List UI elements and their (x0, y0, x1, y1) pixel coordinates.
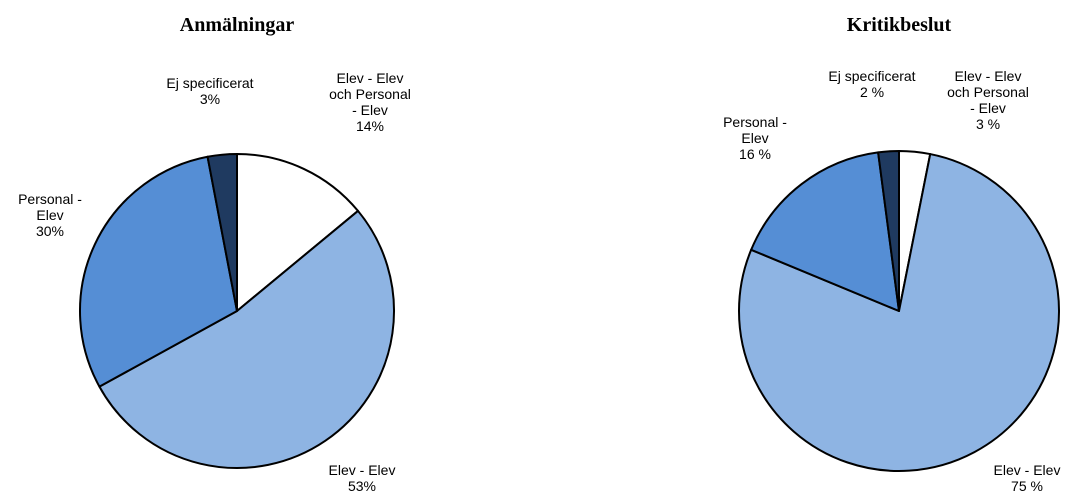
category-label: Ej specificerat (828, 68, 916, 84)
slice-label: Elev - Elev och Personal - Elev 3 % (943, 68, 1033, 132)
category-label: Personal - Elev (18, 191, 82, 223)
slice-label: Elev - Elev 75 % (982, 462, 1072, 494)
slice-label: Ej specificerat 3% (165, 75, 255, 107)
value-label: 2 % (859, 84, 885, 100)
value-label: 3% (199, 91, 221, 107)
pie-slice (236, 153, 359, 312)
slice-label: Ej specificerat 2 % (827, 68, 917, 100)
value-label: 53% (347, 478, 377, 494)
category-label: Elev - Elev (993, 462, 1061, 478)
pie-slice (877, 150, 900, 312)
category-label: Elev - Elev och Personal - Elev (329, 70, 411, 118)
slice-label: Elev - Elev och Personal - Elev 14% (325, 70, 415, 134)
category-label: Elev - Elev och Personal - Elev (947, 68, 1029, 116)
value-label: 75 % (1011, 478, 1043, 494)
value-label: 3 % (975, 116, 1001, 132)
value-label: 16 % (739, 146, 771, 162)
chart-title: Kritikbeslut (846, 14, 952, 36)
slice-label: Personal - Elev 30% (5, 191, 95, 239)
pie-slice (738, 153, 1060, 472)
chart-title: Anmälningar (179, 14, 295, 36)
category-label: Elev - Elev (328, 462, 396, 478)
slice-label: Personal - Elev 16 % (710, 114, 800, 162)
pie-slice (206, 153, 238, 312)
category-label: Ej specificerat (166, 75, 254, 91)
slice-label: Elev - Elev 53% (317, 462, 407, 494)
pie-slice (750, 151, 900, 312)
value-label: 14% (355, 118, 385, 134)
category-label: Personal - Elev (723, 114, 787, 146)
value-label: 30% (35, 223, 65, 239)
pie-slice (79, 155, 238, 388)
pie-slice (98, 209, 395, 469)
